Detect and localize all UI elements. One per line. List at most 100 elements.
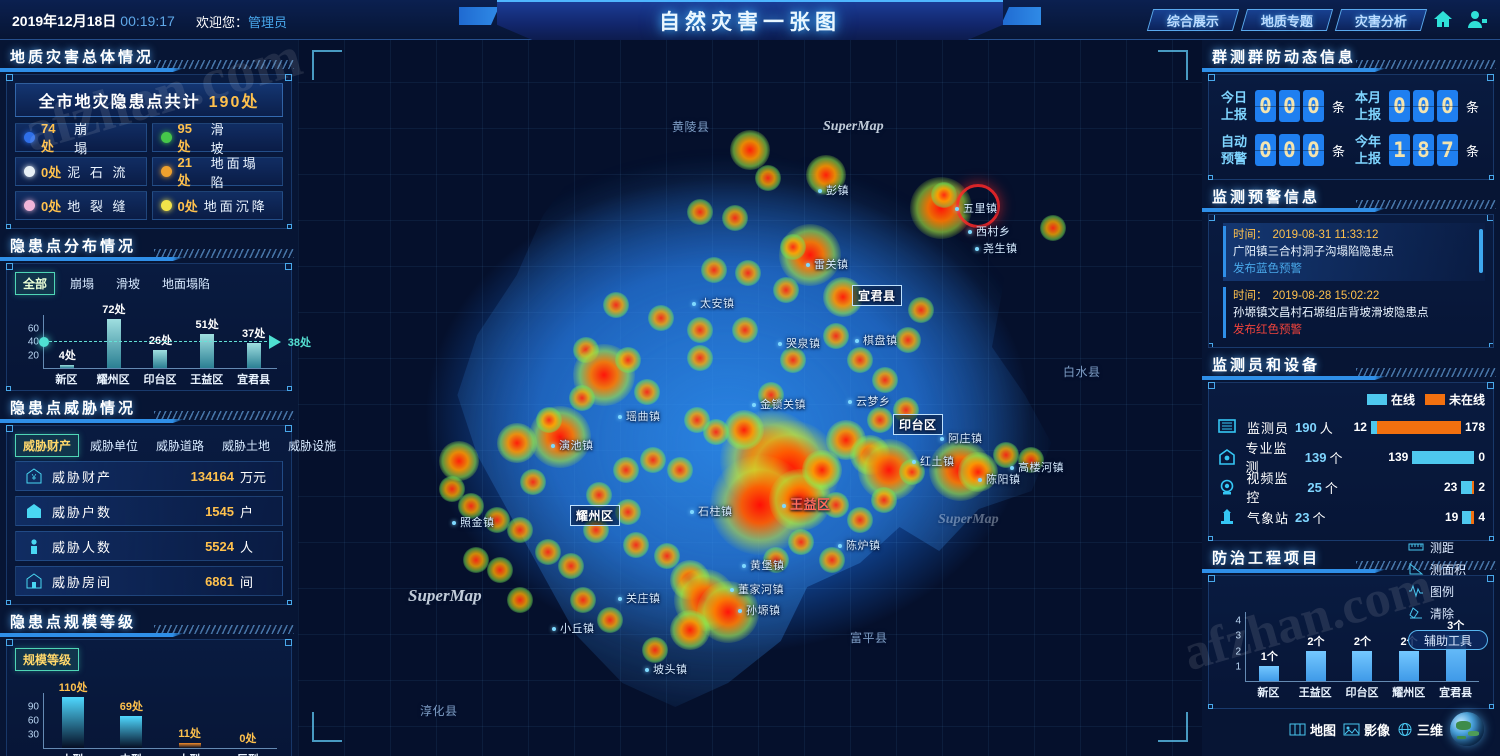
map-town-label[interactable]: 小丘镇 [552, 620, 595, 636]
map-town-label[interactable]: 演池镇 [551, 437, 594, 453]
scale-tabs[interactable]: 规模等级 [15, 648, 283, 671]
map-neighbor-label[interactable]: 富平县 [850, 631, 888, 645]
chart-bar-column[interactable]: 11处 [161, 693, 219, 748]
warning-action[interactable]: 发布红色预警 [1233, 324, 1302, 336]
tab-ground-collapse[interactable]: 地面塌陷 [162, 277, 211, 291]
home-icon[interactable] [1432, 8, 1454, 30]
header-nav[interactable]: 综合展示 地质专题 灾害分析 [1146, 9, 1428, 31]
chart-bar[interactable] [62, 696, 85, 748]
map-neighbor-label[interactable]: 黄陵县 [672, 120, 710, 134]
map-town-label[interactable]: 太安镇 [692, 295, 735, 311]
chart-bar[interactable] [1259, 665, 1280, 681]
chart-bar[interactable] [60, 365, 75, 368]
map-tool-panel[interactable]: 测距 测面积 图例 清除 辅助工具 [1408, 536, 1494, 650]
map-district-label[interactable]: 王益区 [782, 494, 831, 513]
map-town-label[interactable]: 彭镇 [818, 182, 849, 198]
map-canvas[interactable]: 宜君县印台区耀州区 王益区 彭镇五里镇西村乡 尧生镇雷关镇太安镇哭泉镇 棋盘镇金锁关镇 云… [298, 36, 1202, 756]
map-district-label[interactable]: 宜君县 [852, 285, 902, 306]
globe-3d-button[interactable] [1450, 712, 1484, 746]
hazard-type-ground-collapse[interactable]: 21处 地面塌陷 [151, 155, 283, 190]
warning-item[interactable]: 时间： 2019-08-28 15:02:22 孙塬镇文昌村石塬组店背坡滑坡隐患点… [1223, 284, 1485, 342]
map-tool-clear[interactable]: 清除 [1408, 602, 1494, 624]
chart-bar-column[interactable]: 4处 [44, 315, 91, 368]
hazard-type-ground-fissure[interactable]: 0处 地 裂 缝 [15, 191, 147, 220]
chart-bar-column[interactable]: 72处 [91, 304, 138, 368]
user-icon[interactable] [1466, 8, 1488, 30]
layer-option-image[interactable]: 影像 [1343, 720, 1390, 739]
map-town-label[interactable]: 西村乡 [968, 223, 1011, 239]
map-town-label[interactable]: 云梦乡 [848, 393, 891, 409]
chart-bar[interactable] [106, 319, 121, 368]
chart-bar[interactable] [200, 333, 215, 368]
chart-bar-column[interactable]: 2个 [1293, 612, 1340, 681]
chart-bar[interactable] [1399, 650, 1420, 681]
chart-bar-column[interactable]: 1个 [1246, 612, 1293, 681]
tab-landslide[interactable]: 滑坡 [116, 277, 141, 291]
map-town-label[interactable]: 哭泉镇 [778, 335, 821, 351]
auxiliary-tools-button[interactable]: 辅助工具 [1408, 630, 1488, 650]
map-town-label[interactable]: 五里镇 [955, 200, 998, 216]
warning-scrollbar[interactable] [1479, 229, 1483, 273]
map-town-label[interactable]: 孙塬镇 [738, 602, 781, 618]
warning-action[interactable]: 发布蓝色预警 [1233, 263, 1302, 275]
warning-list[interactable]: 时间： 2019-08-31 11:33:12 广阳镇三合村洞子沟塌陷隐患点 发布… [1217, 223, 1485, 347]
chart-bar[interactable] [1305, 650, 1326, 681]
chart-bar-column[interactable]: 37处 [230, 315, 277, 368]
tab-threat-property[interactable]: 威胁财产 [15, 434, 80, 457]
chart-bar-column[interactable]: 110处 [44, 682, 102, 748]
tab-threat-road[interactable]: 威胁道路 [156, 439, 205, 453]
map-town-label[interactable]: 照金镇 [452, 514, 495, 530]
map-town-label[interactable]: 坡头镇 [645, 661, 688, 677]
map-town-label[interactable]: 金锁关镇 [752, 396, 806, 412]
map-town-label[interactable]: 瑶曲镇 [618, 408, 661, 424]
warning-item[interactable]: 时间：2019-08-23 13:41:49 铜川市耀州区瑶曲镇衣食村二号塌陷隐… [1223, 345, 1485, 347]
layer-option-3d[interactable]: 三维 [1397, 720, 1443, 739]
map-town-label[interactable]: 阿庄镇 [940, 430, 983, 446]
map-tool-measure-area[interactable]: 测面积 [1408, 558, 1494, 580]
map-town-label[interactable]: 关庄镇 [618, 590, 661, 606]
nav-button-disaster-analysis[interactable]: 灾害分析 [1334, 9, 1428, 31]
distribution-tabs[interactable]: 全部 崩塌 滑坡 地面塌陷 [15, 272, 283, 295]
map-layer-switcher[interactable]: 地图 影像 三维 [1289, 712, 1484, 746]
tab-threat-facility[interactable]: 威胁设施 [288, 439, 337, 453]
map-town-label[interactable]: 黄堡镇 [742, 557, 785, 573]
nav-button-comprehensive[interactable]: 综合展示 [1146, 9, 1240, 31]
map-town-label[interactable]: 石柱镇 [690, 503, 733, 519]
tab-scale-level[interactable]: 规模等级 [15, 648, 80, 671]
map-town-label[interactable]: 棋盘镇 [855, 332, 898, 348]
chart-bar[interactable] [178, 742, 201, 748]
chart-bar[interactable] [1352, 650, 1373, 681]
chart-bar-column[interactable]: 0处 [219, 693, 277, 748]
map-town-label[interactable]: 董家河镇 [730, 581, 784, 597]
warning-item[interactable]: 时间： 2019-08-31 11:33:12 广阳镇三合村洞子沟塌陷隐患点 发布… [1223, 223, 1485, 281]
tab-threat-unit[interactable]: 威胁单位 [90, 439, 139, 453]
map-neighbor-label[interactable]: 淳化县 [420, 704, 458, 718]
map-town-label[interactable]: 雷关镇 [806, 256, 849, 272]
chart-bar-column[interactable]: 2个 [1339, 612, 1386, 681]
chart-bar[interactable] [153, 350, 168, 368]
nav-button-geology[interactable]: 地质专题 [1240, 9, 1334, 31]
chart-bar[interactable] [246, 343, 261, 368]
map-tool-legend[interactable]: 图例 [1408, 580, 1494, 602]
map-tool-measure-distance[interactable]: 测距 [1408, 536, 1494, 558]
tab-collapse[interactable]: 崩塌 [70, 277, 95, 291]
map-town-label[interactable]: 红土镇 [912, 453, 955, 469]
layer-option-map[interactable]: 地图 [1289, 720, 1336, 739]
header-icon-group[interactable] [1432, 8, 1488, 30]
map-town-label[interactable]: 尧生镇 [975, 240, 1018, 256]
map-town-label[interactable]: 陈阳镇 [978, 471, 1021, 487]
chart-bar-column[interactable]: 69处 [102, 693, 160, 748]
hazard-type-collapse[interactable]: 74处 崩 塌 [15, 121, 147, 156]
map-district-label[interactable]: 耀州区 [570, 505, 620, 526]
hazard-type-debris-flow[interactable]: 0处 泥 石 流 [15, 157, 147, 186]
hazard-type-landslide[interactable]: 95处 滑 坡 [151, 121, 283, 156]
tab-all[interactable]: 全部 [15, 272, 56, 295]
map-town-label[interactable]: 高楼河镇 [1010, 459, 1064, 475]
threat-tabs[interactable]: 威胁财产 威胁单位 威胁道路 威胁土地 威胁设施 [15, 434, 336, 457]
map-neighbor-label[interactable]: 白水县 [1063, 365, 1101, 379]
map-town-label[interactable]: 陈炉镇 [838, 537, 881, 553]
chart-bar[interactable] [120, 715, 143, 748]
tab-threat-land[interactable]: 威胁土地 [222, 439, 271, 453]
map-district-label[interactable]: 印台区 [893, 414, 943, 435]
hazard-type-subsidence[interactable]: 0处 地面沉降 [151, 191, 283, 220]
